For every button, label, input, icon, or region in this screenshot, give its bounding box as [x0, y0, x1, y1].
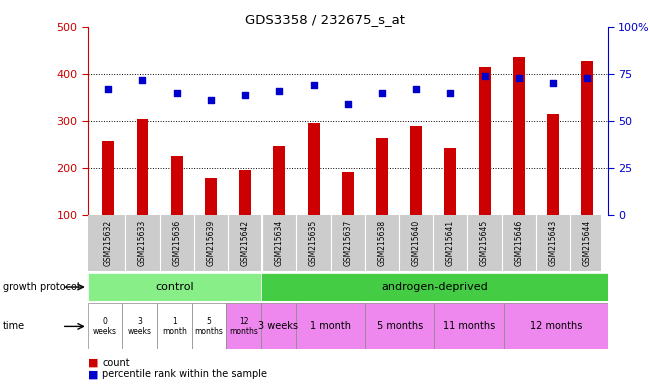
Bar [261, 273, 608, 301]
Text: GSM215641: GSM215641 [446, 220, 455, 266]
Bar [102, 141, 114, 215]
Bar [365, 303, 434, 349]
Point [274, 88, 285, 94]
Text: GSM215645: GSM215645 [480, 220, 489, 266]
Text: control: control [155, 282, 194, 292]
Bar [504, 303, 608, 349]
Text: growth protocol: growth protocol [3, 282, 80, 292]
Bar [434, 303, 504, 349]
Text: 3
weeks: 3 weeks [128, 317, 151, 336]
Text: GSM215639: GSM215639 [207, 220, 215, 266]
Text: 5
months: 5 months [194, 317, 224, 336]
Bar [445, 148, 456, 215]
Point [205, 97, 216, 103]
Bar [261, 303, 296, 349]
Text: GSM215643: GSM215643 [549, 220, 558, 266]
Bar [171, 156, 183, 215]
Bar [157, 303, 192, 349]
Point [514, 74, 524, 81]
Text: GSM215632: GSM215632 [104, 220, 113, 266]
Text: time: time [3, 321, 25, 331]
Text: ■: ■ [88, 358, 98, 368]
Point [137, 76, 148, 83]
Text: count: count [102, 358, 130, 368]
Point [172, 90, 182, 96]
Point [582, 74, 592, 81]
Point [377, 90, 387, 96]
Text: GSM215644: GSM215644 [582, 220, 592, 266]
Text: GSM215636: GSM215636 [172, 220, 181, 266]
Text: 12
months: 12 months [229, 317, 258, 336]
Text: GDS3358 / 232675_s_at: GDS3358 / 232675_s_at [245, 13, 405, 26]
Bar [205, 178, 217, 215]
Text: GSM215635: GSM215635 [309, 220, 318, 266]
Bar [410, 126, 422, 215]
Point [445, 90, 456, 96]
Bar [307, 123, 320, 215]
Text: 12 months: 12 months [530, 321, 582, 331]
Text: 1
month: 1 month [162, 317, 187, 336]
Bar [122, 303, 157, 349]
Text: GSM215637: GSM215637 [343, 220, 352, 266]
Bar [226, 303, 261, 349]
Bar [136, 119, 148, 215]
Bar [88, 303, 122, 349]
Text: 0
weeks: 0 weeks [93, 317, 117, 336]
Bar [88, 273, 261, 301]
Text: percentile rank within the sample: percentile rank within the sample [102, 369, 267, 379]
Bar [192, 303, 226, 349]
Bar [581, 61, 593, 215]
Text: GSM215646: GSM215646 [514, 220, 523, 266]
Text: ■: ■ [88, 369, 98, 379]
Text: 11 months: 11 months [443, 321, 495, 331]
Bar [376, 138, 388, 215]
Text: 3 weeks: 3 weeks [259, 321, 298, 331]
Text: 1 month: 1 month [310, 321, 351, 331]
Text: GSM215642: GSM215642 [240, 220, 250, 266]
Point [343, 101, 353, 107]
Point [411, 86, 421, 92]
Bar [296, 303, 365, 349]
Text: 5 months: 5 months [376, 321, 423, 331]
Text: GSM215634: GSM215634 [275, 220, 284, 266]
Point [240, 91, 250, 98]
Bar [274, 146, 285, 215]
Point [480, 73, 490, 79]
Bar [342, 172, 354, 215]
Bar [513, 58, 525, 215]
Point [103, 86, 114, 92]
Bar [547, 114, 559, 215]
Point [308, 82, 318, 88]
Text: androgen-deprived: androgen-deprived [381, 282, 488, 292]
Bar [239, 170, 251, 215]
Bar [478, 67, 491, 215]
Text: GSM215640: GSM215640 [411, 220, 421, 266]
Text: GSM215638: GSM215638 [378, 220, 387, 266]
Text: GSM215633: GSM215633 [138, 220, 147, 266]
Point [548, 80, 558, 86]
